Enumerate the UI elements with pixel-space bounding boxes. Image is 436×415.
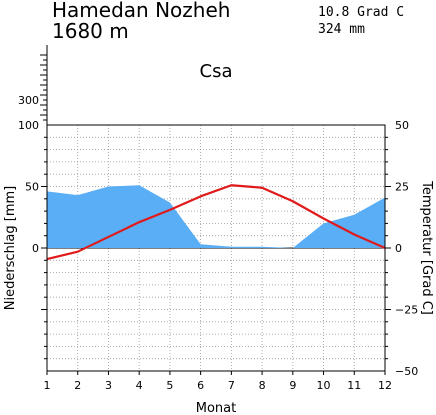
y-axis-left-tick-label: 50 <box>25 181 39 194</box>
y-axis-right-tick-label: 25 <box>395 181 409 194</box>
y-axis-left-tick-label: 0 <box>32 242 39 255</box>
x-axis-tick-label: 3 <box>105 379 112 392</box>
x-axis-tick-label: 8 <box>259 379 266 392</box>
y-axis-right-tick-label: −25 <box>395 304 418 317</box>
x-axis-tick-label: 9 <box>289 379 296 392</box>
temperature-line-layer <box>46 184 386 261</box>
station-elevation: 1680 m <box>52 19 129 43</box>
y-axis-right-tick-label: 0 <box>395 242 402 255</box>
y-axis-right-tick-label: 50 <box>395 119 409 132</box>
station-name: Hamedan Nozheh <box>52 0 230 22</box>
y-axis-left-title: Niederschlag [mm] <box>3 186 18 311</box>
x-axis-title: Monat <box>196 401 236 415</box>
x-axis-tick-label: 10 <box>317 379 331 392</box>
annual-precipitation: 324 mm <box>318 22 365 37</box>
y-axis-left-tick-label: 100 <box>18 119 39 132</box>
x-axis-tick-label: 2 <box>74 379 81 392</box>
mean-temperature: 10.8 Grad C <box>318 5 404 20</box>
x-axis-tick-label: 12 <box>378 379 392 392</box>
y-axis-right-title: Temperatur [Grad C] <box>419 180 434 315</box>
temperature-line <box>46 184 386 261</box>
climate-class: Csa <box>200 61 233 82</box>
x-axis-tick-label: 1 <box>44 379 51 392</box>
x-axis-tick-label: 5 <box>166 379 173 392</box>
x-axis-tick-label: 11 <box>347 379 361 392</box>
y-axis-left-tick-label: 300 <box>18 94 39 107</box>
precipitation-area <box>47 185 385 248</box>
x-axis-tick-label: 4 <box>136 379 143 392</box>
y-axis-right-tick-label: −50 <box>395 365 418 378</box>
x-axis-tick-label: 7 <box>228 379 235 392</box>
x-axis-tick-label: 6 <box>197 379 204 392</box>
precipitation-area-layer <box>47 185 385 248</box>
